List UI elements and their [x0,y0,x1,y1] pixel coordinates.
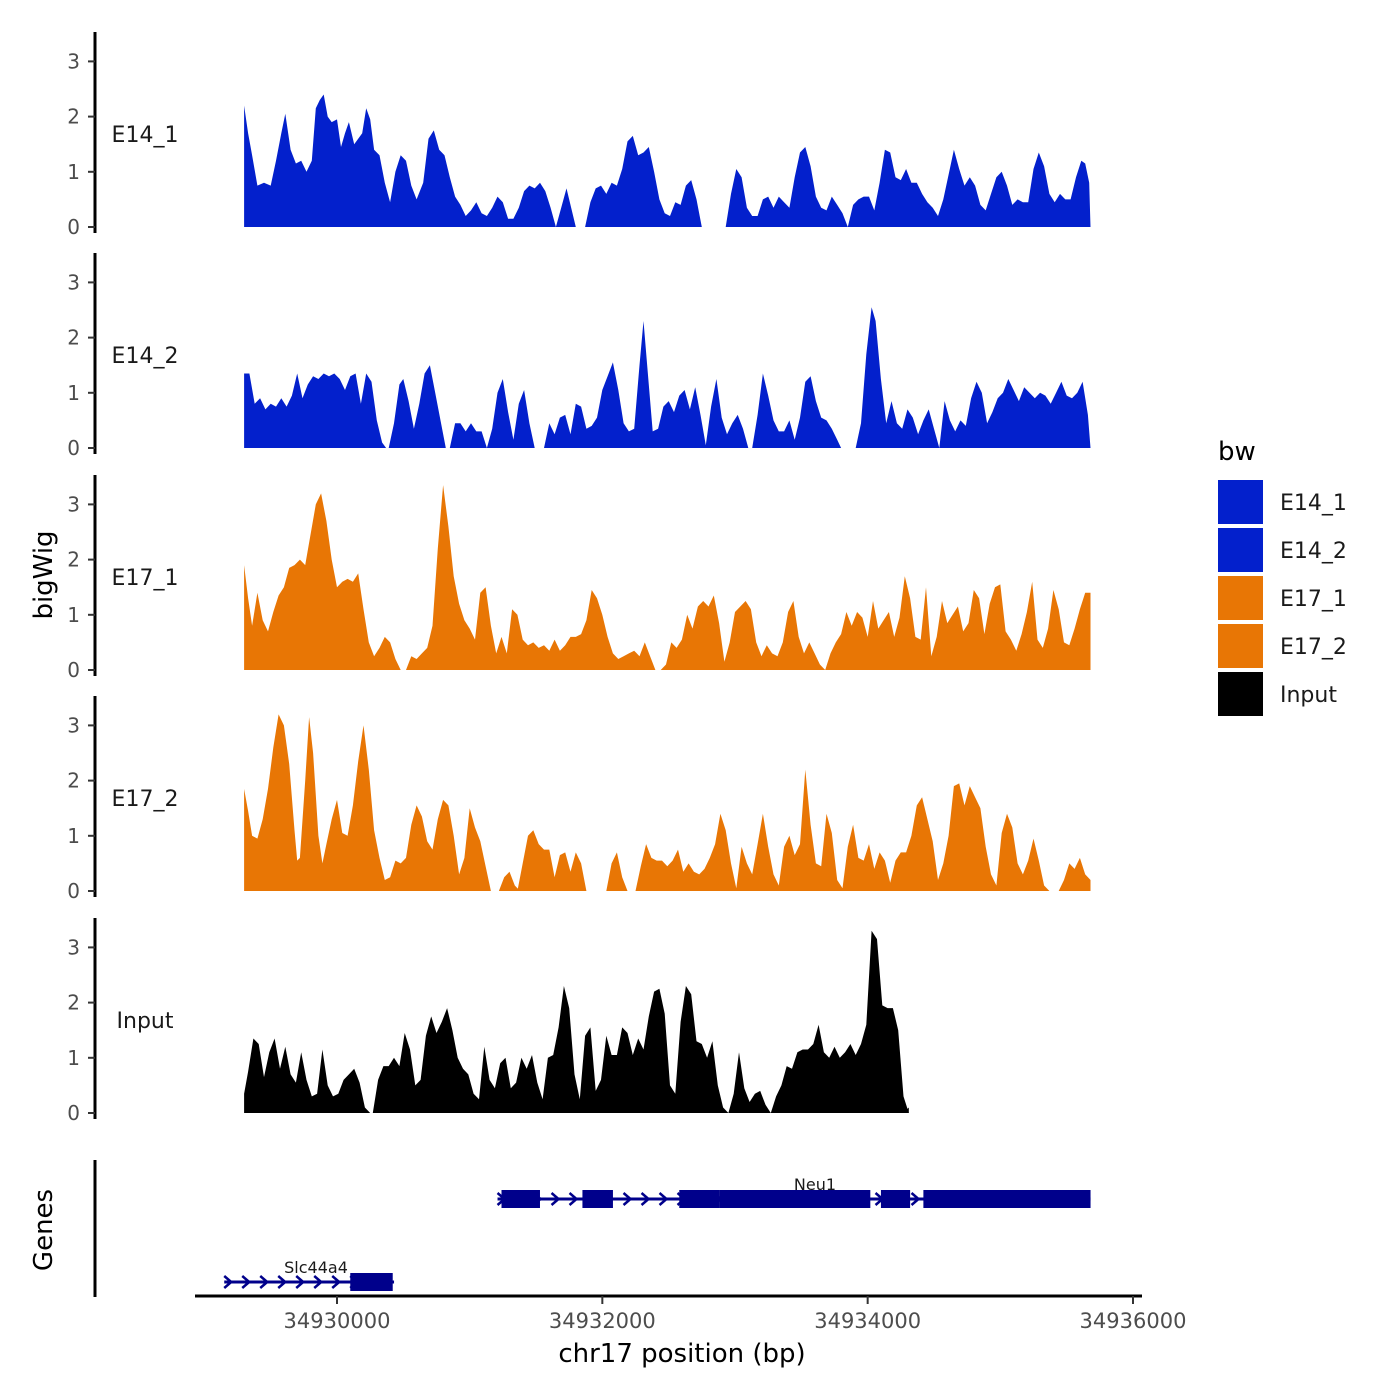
y-tick-label: 1 [67,160,80,184]
strand-arrow [313,1275,324,1289]
legend-swatch-E14_2 [1218,528,1263,572]
y-tick-label: 1 [67,1046,80,1070]
strand-arrow [622,1192,633,1206]
y-tick-label: 3 [67,270,80,294]
panel-E17_1: 0 1 2 3 E17_1 [67,475,1091,682]
coverage-area-E17_1 [244,493,401,670]
y-tick-label: 2 [67,548,80,572]
x-axis: 34930000 34932000 34934000 34936000 [195,1294,1187,1333]
coverage-area-E14_2 [752,373,842,448]
gene-exon [880,1190,911,1208]
x-tick-label: 34932000 [549,1309,656,1333]
strand-arrow [277,1275,288,1289]
x-tick-label: 34936000 [1080,1309,1187,1333]
y-tick-label: 2 [67,769,80,793]
panel-label: E17_1 [112,566,179,591]
coverage-area-E14_2 [544,321,749,448]
legend-label: E14_2 [1280,539,1347,564]
coverage-area-E14_2 [855,307,1091,448]
strand-arrow [550,1192,561,1206]
coverage-area-E14_2 [388,365,446,448]
strand-arrow [331,1275,342,1289]
legend-title: bw [1218,437,1256,467]
y-tick-label: 3 [67,492,80,516]
legend-label: E17_1 [1280,587,1347,612]
y-tick-label: 3 [67,713,80,737]
genes-track-title: Genes [29,1189,59,1271]
legend-label: E14_1 [1280,491,1347,516]
gene-exon [719,1190,871,1208]
coverage-area-E14_2 [449,379,535,448]
panel-Input: 0 1 2 3 Input [67,918,909,1125]
y-tick-label: 3 [67,49,80,73]
y-tick-label: 1 [67,381,80,405]
gene-exon [350,1273,393,1291]
gene-label: Neu1 [794,1175,836,1194]
coverage-area-Input [903,1107,909,1113]
strand-arrow [223,1275,234,1289]
strand-arrow [295,1275,306,1289]
y-tick-label: 0 [67,436,80,460]
y-tick-label: 1 [67,603,80,627]
x-tick-label: 34930000 [284,1309,391,1333]
coverage-area-E17_2 [498,871,521,891]
coverage-area-E17_2 [517,830,587,891]
x-tick-label: 34934000 [814,1309,921,1333]
legend-swatch-E17_1 [1218,576,1263,620]
coverage-area-E17_2 [606,852,628,891]
coverage-area-E17_2 [635,769,1050,891]
coverage-panels: 0 1 2 3 E14_1 0 1 2 3 E14_2 0 1 2 3 E17_1 0 1 2 3 E17_2 0 1 2 3… [67,32,1091,1125]
gene-label: Slc44a4 [284,1258,348,1277]
coverage-area-E17_1 [660,576,1091,670]
legend-swatch-E17_2 [1218,624,1263,668]
panel-E14_1: 0 1 2 3 E14_1 [67,32,1091,239]
y-tick-label: 0 [67,215,80,239]
y-axis-title: bigWig [29,530,59,619]
legend-label: Input [1280,683,1337,708]
panel-label: E14_2 [112,344,179,369]
y-tick-label: 0 [67,879,80,903]
gene-exon [923,1190,1091,1208]
genes-track: Neu1 Slc44a4 [93,1160,1091,1297]
legend-swatch-Input [1218,672,1263,716]
strand-arrow [658,1192,669,1206]
coverage-area-E14_1 [244,94,576,227]
gene-exon [582,1190,613,1208]
coverage-area-E17_1 [406,485,656,670]
strand-arrow [568,1192,579,1206]
coverage-area-E17_2 [244,714,491,891]
strand-arrow [910,1192,921,1206]
y-tick-label: 2 [67,105,80,129]
y-tick-label: 2 [67,326,80,350]
y-tick-label: 2 [67,991,80,1015]
strand-arrow [259,1275,270,1289]
panel-label: E14_1 [112,123,179,148]
gene-Slc44a4: Slc44a4 [223,1258,395,1291]
y-tick-label: 0 [67,658,80,682]
strand-arrow [241,1275,252,1289]
legend-label: E17_2 [1280,635,1347,660]
strand-arrow [640,1192,651,1206]
coverage-area-E14_1 [585,135,702,227]
coverage-area-E14_1 [725,147,1091,227]
gene-exon [679,1190,720,1208]
gene-Neu1: Neu1 [496,1175,1091,1208]
y-tick-label: 0 [67,1101,80,1125]
panel-label: Input [117,1009,174,1034]
coverage-area-Input [244,1038,371,1113]
coverage-area-E14_2 [244,373,387,448]
coverage-area-Input [372,930,909,1113]
gene-exon [501,1190,540,1208]
legend: bw E14_1 E14_2 E17_1 E17_2 Input [1218,437,1347,716]
panel-label: E17_2 [112,787,179,812]
coverage-area-E17_2 [1058,857,1091,891]
x-axis-title: chr17 position (bp) [558,1339,805,1369]
panel-E14_2: 0 1 2 3 E14_2 [67,253,1091,460]
y-tick-label: 1 [67,824,80,848]
legend-swatch-E14_1 [1218,480,1263,524]
panel-E17_2: 0 1 2 3 E17_2 [67,696,1091,903]
y-tick-label: 3 [67,935,80,959]
